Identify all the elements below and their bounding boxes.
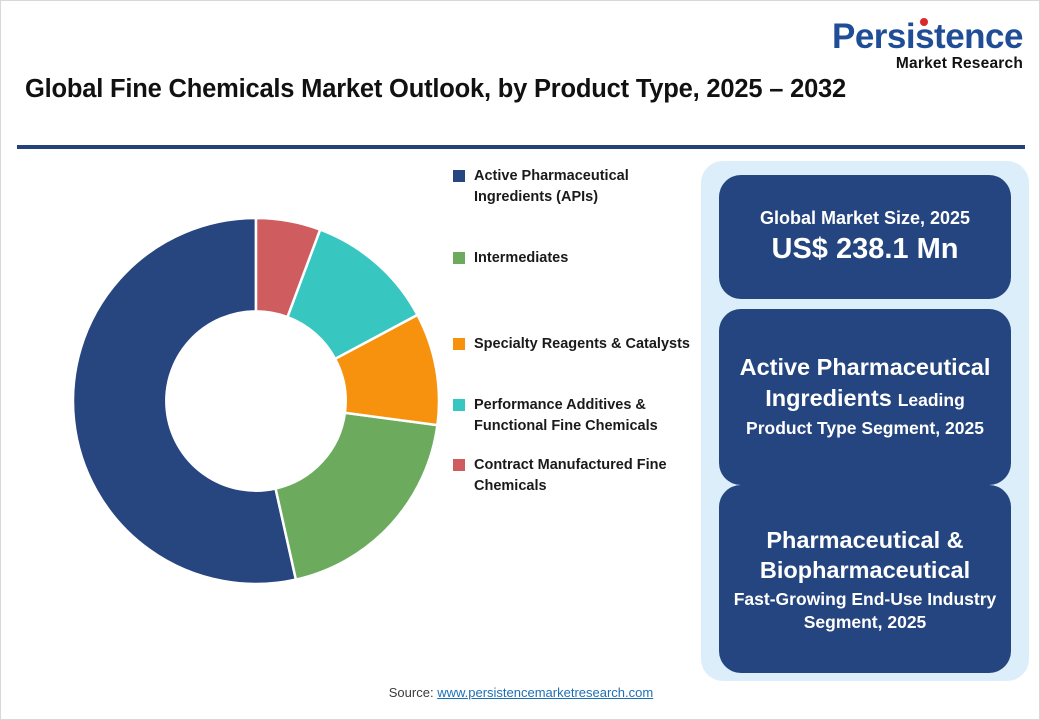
- legend-label-specialty-reagents: Specialty Reagents & Catalysts: [474, 336, 690, 353]
- leading-segment-subline: Product Type Segment, 2025: [746, 418, 984, 439]
- logo-wordmark-text: Persistence: [831, 17, 1024, 56]
- fast-growing-subline: Fast-Growing End-Use Industry Segment, 2…: [733, 588, 997, 632]
- legend-swatch-icon-specialty-reagents: [453, 338, 465, 351]
- legend-item-apis[interactable]: Active Pharmaceutical Ingredients (APIs): [453, 166, 698, 208]
- leading-segment-suffix: Leading: [897, 390, 965, 411]
- donut-slice-group: [71, 216, 441, 586]
- highlight-card-fast-growing-segment: Pharmaceutical & Biopharmaceutical Fast-…: [719, 485, 1011, 673]
- legend-item-contract-manufactured[interactable]: Contract Manufactured Fine Chemicals: [453, 455, 698, 497]
- highlight-card-market-size: Global Market Size, 2025 US$ 238.1 Mn: [719, 175, 1011, 299]
- legend-label-intermediates: Intermediates: [474, 250, 569, 267]
- legend-label-performance-additives: Performance Additives & Functional Fine …: [474, 397, 658, 435]
- market-size-label: Global Market Size, 2025: [759, 207, 971, 228]
- legend-item-performance-additives[interactable]: Performance Additives & Functional Fine …: [453, 395, 698, 437]
- brand-logo: Persistence Market Research: [831, 17, 1024, 72]
- source-footer: Source: www.persistencemarketresearch.co…: [1, 685, 1039, 700]
- page-title: Global Fine Chemicals Market Outlook, by…: [25, 75, 847, 103]
- highlights-panel: Global Market Size, 2025 US$ 238.1 Mn Ac…: [701, 161, 1029, 681]
- chart-legend: Active Pharmaceutical Ingredients (APIs)…: [453, 166, 698, 519]
- legend-swatch-icon-performance-additives: [453, 399, 465, 412]
- logo-wordmark: Persistence: [831, 17, 1024, 56]
- legend-label-apis: Active Pharmaceutical Ingredients (APIs): [474, 168, 629, 206]
- donut-slice[interactable]: [71, 216, 298, 586]
- donut-chart: [61, 201, 461, 601]
- legend-label-contract-manufactured: Contract Manufactured Fine Chemicals: [474, 457, 667, 495]
- donut-slice[interactable]: [274, 411, 439, 582]
- legend-swatch-icon-apis: [453, 170, 465, 182]
- leading-segment-headline: Active Pharmaceutical Ingredients: [739, 354, 991, 412]
- donut-slice[interactable]: [254, 216, 322, 319]
- market-size-value: US$ 238.1 Mn: [771, 233, 959, 266]
- source-link[interactable]: www.persistencemarketresearch.com: [437, 685, 654, 700]
- legend-swatch-icon-intermediates: [453, 252, 465, 265]
- red-dot-icon: [919, 18, 928, 26]
- source-prefix: Source:: [388, 685, 438, 700]
- legend-swatch-icon-contract-manufactured: [453, 459, 465, 472]
- header-divider: [17, 145, 1025, 149]
- highlight-card-leading-segment: Active Pharmaceutical Ingredients Leadin…: [719, 309, 1011, 485]
- fast-growing-headline: Pharmaceutical & Biopharmaceutical: [759, 526, 971, 584]
- legend-item-intermediates[interactable]: Intermediates: [453, 248, 698, 269]
- legend-item-specialty-reagents[interactable]: Specialty Reagents & Catalysts: [453, 334, 698, 355]
- header: Persistence Market Research Global Fine …: [1, 1, 1039, 149]
- donut-chart-svg: [71, 216, 441, 586]
- logo-tagline: Market Research: [895, 55, 1023, 72]
- leading-segment-text: Active Pharmaceutical Ingredients Leadin…: [733, 352, 997, 442]
